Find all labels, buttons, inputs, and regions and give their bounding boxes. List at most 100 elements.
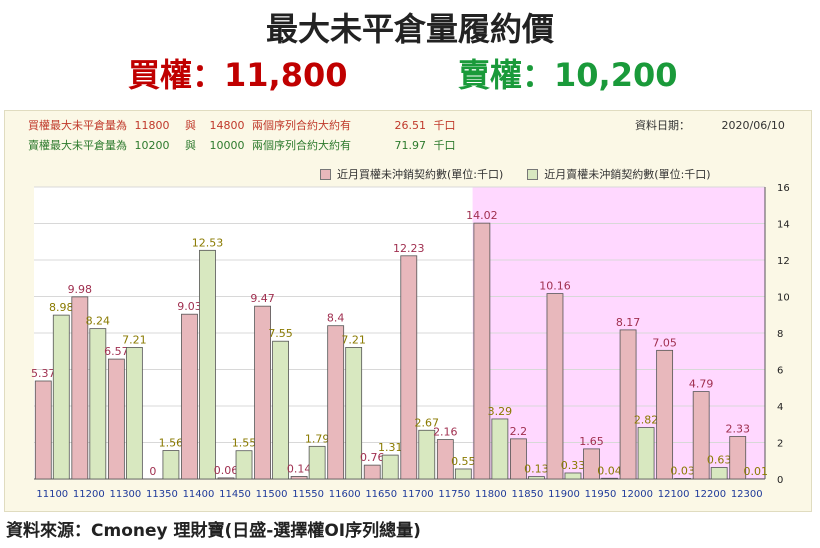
data-label-call: 5.37 xyxy=(31,367,56,380)
data-label-call: 9.98 xyxy=(68,283,93,296)
info-put-text1: 賣權最大未平倉量為 xyxy=(28,139,127,152)
data-label-call: 1.65 xyxy=(579,435,604,448)
x-tick-label: 12100 xyxy=(658,489,690,500)
data-label-call: 8.17 xyxy=(616,316,641,329)
y-tick-label: 6 xyxy=(777,366,783,377)
data-label-call: 0.14 xyxy=(287,462,312,475)
data-label-put: 7.55 xyxy=(268,327,293,340)
data-label-call: 12.23 xyxy=(393,242,425,255)
x-tick-label: 11650 xyxy=(365,489,397,500)
y-tick-label: 8 xyxy=(777,329,783,340)
data-label-put: 8.24 xyxy=(86,315,111,328)
bar-put xyxy=(637,427,655,480)
data-label-put: 1.55 xyxy=(232,437,257,450)
y-tick-label: 4 xyxy=(777,402,783,413)
bar-put xyxy=(491,418,509,480)
data-label-put: 0.01 xyxy=(743,465,768,478)
bar-put xyxy=(381,454,399,480)
x-tick-label: 11350 xyxy=(146,489,178,500)
x-tick-label: 11950 xyxy=(585,489,617,500)
page-title: 最大未平倉量履約價 xyxy=(265,10,554,48)
info-put-and: 與 xyxy=(185,139,196,152)
x-tick-label: 11600 xyxy=(329,489,361,500)
bar-put xyxy=(710,467,728,480)
bar-call xyxy=(400,255,418,480)
bar-call xyxy=(290,476,308,480)
info-call-total: 26.51 xyxy=(394,119,427,132)
put-max-oi-label: 賣權：10,200 xyxy=(458,56,678,94)
info-call-unit: 千口 xyxy=(433,119,456,132)
legend-label-put: 近月賣權未沖銷契約數(單位:千口) xyxy=(544,168,711,181)
data-label-call: 10.16 xyxy=(539,280,571,293)
bar-put xyxy=(601,477,618,480)
x-tick-label: 11700 xyxy=(402,489,434,500)
x-tick-label: 12200 xyxy=(694,489,726,500)
y-tick-label: 12 xyxy=(777,256,790,267)
data-date: 資料日期： 2020/06/10 xyxy=(635,117,785,133)
x-tick-label: 11200 xyxy=(73,489,105,500)
bar-call xyxy=(692,391,710,480)
x-tick-label: 11550 xyxy=(292,489,324,500)
x-tick-label: 11450 xyxy=(219,489,251,500)
data-label-call: 2.33 xyxy=(725,422,750,435)
info-call-and: 與 xyxy=(185,119,196,132)
x-tick-label: 11300 xyxy=(109,489,141,500)
data-label-put: 2.82 xyxy=(634,414,659,427)
data-label-put: 1.56 xyxy=(159,437,184,450)
info-call-text2: 兩個序列合約大約有 xyxy=(252,119,351,132)
data-label-put: 8.98 xyxy=(49,301,74,314)
x-tick-label: 11100 xyxy=(36,489,68,500)
y-tick-label: 16 xyxy=(777,183,790,194)
data-label-call: 0.76 xyxy=(360,451,385,464)
call-max-oi-label: 買權：11,800 xyxy=(128,56,348,94)
data-label-call: 0 xyxy=(149,465,156,478)
x-tick-label: 11900 xyxy=(548,489,580,500)
x-tick-label: 11850 xyxy=(512,489,544,500)
data-label-call: 2.16 xyxy=(433,426,458,439)
data-label-put: 0.03 xyxy=(670,464,695,477)
bar-call xyxy=(656,349,674,480)
data-label-call: 8.4 xyxy=(327,312,345,325)
bar-put xyxy=(125,347,143,480)
data-label-call: 2.2 xyxy=(510,425,528,438)
data-label-put: 0.13 xyxy=(524,463,549,476)
info-row-call: 買權最大未平倉量為 11800 與 14800 兩個序列合約大約有 26.51 … xyxy=(28,117,456,133)
data-label-call: 9.47 xyxy=(250,292,275,305)
bar-call xyxy=(510,438,527,480)
info-put-strike2: 10000 xyxy=(209,139,245,152)
data-label-call: 4.79 xyxy=(689,378,714,391)
info-put-unit: 千口 xyxy=(433,139,456,152)
info-call-strike2: 14800 xyxy=(209,119,245,132)
bar-call xyxy=(254,305,271,480)
y-tick-label: 10 xyxy=(777,293,790,304)
x-tick-label: 11750 xyxy=(438,489,470,500)
bar-put xyxy=(674,478,692,480)
data-date-value: 2020/06/10 xyxy=(721,119,785,132)
x-tick-label: 12000 xyxy=(621,489,653,500)
bar-call xyxy=(546,293,564,480)
bar-call xyxy=(436,439,454,480)
data-label-call: 6.57 xyxy=(104,345,129,358)
data-label-put: 7.21 xyxy=(122,333,147,346)
bar-call xyxy=(107,358,125,480)
data-label-put: 3.29 xyxy=(488,405,513,418)
data-label-put: 12.53 xyxy=(192,236,224,249)
bar-call xyxy=(327,325,345,480)
bar-put xyxy=(89,328,107,480)
bar-call xyxy=(71,296,89,480)
bar-put xyxy=(308,445,326,480)
data-label-call: 14.02 xyxy=(466,209,498,222)
data-label-put: 0.55 xyxy=(451,455,476,468)
data-label-put: 1.79 xyxy=(305,432,330,445)
bar-call xyxy=(217,477,235,480)
x-tick-label: 11400 xyxy=(183,489,215,500)
data-label-put: 1.31 xyxy=(378,441,403,454)
info-put-total: 71.97 xyxy=(394,139,427,152)
data-label-call: 0.06 xyxy=(214,464,239,477)
data-label-call: 9.03 xyxy=(177,300,202,313)
info-call-text1: 買權最大未平倉量為 xyxy=(28,119,127,132)
x-tick-label: 12300 xyxy=(731,489,763,500)
bar-call xyxy=(181,313,198,480)
bar-call xyxy=(34,380,52,480)
data-label-put: 0.04 xyxy=(597,464,622,477)
